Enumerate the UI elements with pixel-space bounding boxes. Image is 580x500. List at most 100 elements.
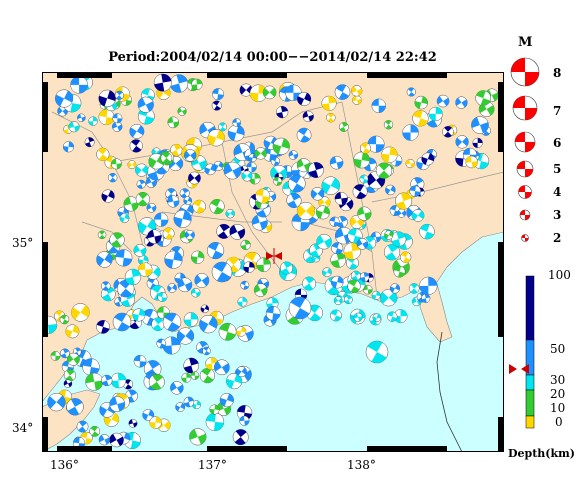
mechanism-symbol [70, 76, 88, 94]
mechanism-symbol [353, 151, 370, 169]
map-area [42, 72, 504, 452]
mechanism-symbol [119, 213, 130, 223]
depth-marker [509, 364, 529, 374]
mechanism-symbol [428, 106, 443, 122]
mechanism-symbol [236, 366, 247, 377]
mechanism-symbol [315, 205, 330, 220]
mechanism-symbol [77, 113, 86, 122]
mechanism-symbol [251, 214, 268, 231]
mechanism-symbol [225, 209, 235, 219]
mechanism-symbol [188, 171, 201, 185]
mechanism-symbol [406, 87, 416, 97]
y-tick-34: 34° [12, 421, 34, 435]
mechanism-symbol [395, 192, 413, 210]
mechanism-symbol [112, 113, 123, 124]
mechanism-symbol [65, 324, 80, 339]
mechanism-symbol [109, 232, 125, 248]
magnitude-symbol [521, 234, 529, 242]
mechanism-symbol [270, 156, 280, 166]
mechanism-symbol [209, 199, 225, 215]
mechanism-symbol [189, 428, 207, 446]
earthquake-mechanisms [42, 73, 499, 450]
y-tick-35: 35° [12, 236, 34, 250]
mechanism-symbol [334, 191, 348, 206]
mechanism-symbol [411, 209, 425, 222]
mechanism-symbol [365, 340, 389, 364]
mechanism-symbol [167, 195, 180, 208]
mechanism-symbol [209, 404, 220, 415]
mechanism-symbol [359, 142, 371, 154]
mechanism-symbol [296, 127, 312, 143]
mechanism-symbol [405, 159, 415, 169]
mag-label-5: 5 [553, 162, 562, 176]
mechanism-symbol [147, 229, 162, 244]
depth-tick-0: 0 [555, 415, 563, 429]
mechanism-symbol [109, 432, 124, 448]
mechanism-symbol [96, 147, 110, 161]
mechanism-symbol [183, 396, 195, 408]
map-border [42, 72, 504, 452]
mechanism-symbol [329, 216, 340, 227]
mechanism-symbol [169, 74, 189, 93]
mechanism-symbol [219, 393, 234, 408]
mechanism-symbol [286, 192, 302, 208]
mechanism-symbol [50, 351, 61, 361]
mechanism-symbol [133, 354, 147, 368]
mechanism-symbol [202, 346, 211, 356]
x-tick-136: 136° [50, 458, 79, 472]
mechanism-symbol [255, 188, 271, 204]
mechanism-symbol [352, 95, 362, 105]
mechanism-symbol [272, 137, 290, 155]
mechanism-symbol [239, 415, 250, 426]
mechanism-symbol [183, 357, 200, 374]
magnitude-symbol [519, 209, 531, 221]
mechanism-symbol [389, 283, 400, 294]
mechanism-symbol [127, 160, 137, 170]
mechanism-symbol [334, 84, 351, 100]
mechanism-symbol [110, 158, 122, 170]
mechanism-symbol [308, 162, 324, 178]
mechanism-symbol [153, 212, 169, 227]
mechanism-symbol [218, 122, 228, 132]
magnitude-symbol [516, 160, 534, 178]
mechanism-symbol [157, 291, 168, 302]
mechanism-symbol [214, 359, 230, 376]
mechanism-symbol [442, 126, 454, 138]
mechanism-symbol [321, 95, 337, 111]
mechanism-symbol [115, 249, 133, 267]
mechanism-symbol [253, 283, 268, 297]
mechanism-symbol [393, 309, 408, 324]
mechanism-symbol [177, 277, 193, 293]
mechanism-symbol [151, 317, 165, 331]
mechanism-symbol [183, 196, 192, 205]
mechanism-symbol [135, 163, 149, 177]
mechanism-symbol [184, 229, 195, 240]
mechanism-symbol [138, 262, 153, 277]
mechanism-symbol [211, 261, 233, 283]
mechanism-symbol [176, 327, 195, 345]
mechanism-symbol [248, 153, 257, 163]
mechanism-symbol [101, 189, 115, 203]
mechanism-symbol [262, 85, 277, 100]
mechanism-symbol [123, 196, 139, 212]
mag-label-4: 4 [553, 185, 562, 199]
mechanism-symbol [164, 250, 183, 269]
chart-title: Period:2004/02/14 00:00−−2014/02/14 22:4… [108, 50, 437, 65]
mechanism-symbol [184, 149, 197, 162]
mechanism-symbol [124, 268, 142, 286]
mechanism-symbol [280, 261, 294, 275]
mechanism-symbol [114, 90, 124, 100]
mechanism-symbol [397, 208, 407, 218]
mechanism-symbol [414, 95, 428, 110]
mechanism-symbol [412, 110, 429, 127]
mechanism-symbol [288, 150, 299, 160]
mechanism-symbol [419, 276, 438, 295]
epicenter-marker [266, 248, 282, 264]
mechanism-symbol [190, 250, 205, 264]
mechanism-symbol [276, 106, 289, 119]
mechanism-symbol [76, 420, 89, 433]
mechanism-symbol [393, 265, 406, 278]
mechanism-symbol [338, 122, 349, 132]
trench-line [436, 331, 463, 452]
mechanism-symbol [359, 174, 369, 184]
